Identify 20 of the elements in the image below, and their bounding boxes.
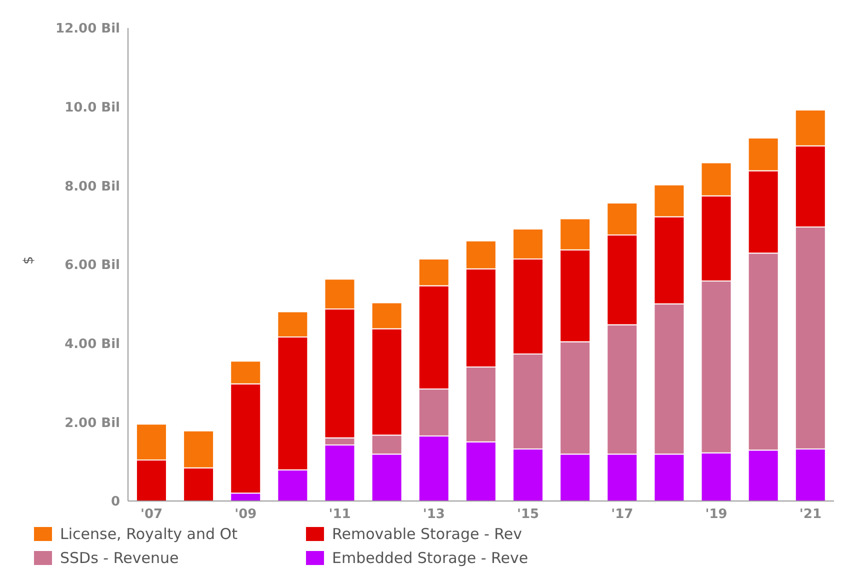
x-tick-label: '17	[611, 507, 634, 522]
legend-label: SSDs - Revenue	[60, 549, 179, 567]
legend-label: Embedded Storage - Reve	[332, 549, 528, 567]
y-tick-label: 4.00 Bil	[64, 336, 120, 352]
x-tick-label: '13	[422, 507, 445, 522]
x-tick-label: '21	[799, 507, 822, 522]
y-tick-label: 8.00 Bil	[64, 179, 120, 194]
y-tick-label: 12.00 Bil	[56, 22, 120, 37]
y-axis-title: $	[22, 256, 37, 264]
y-tick-label: 10.0 Bil	[64, 100, 120, 116]
legend-label: License, Royalty and Ot	[60, 525, 238, 543]
x-tick-label: '15	[517, 507, 540, 522]
legend-label: Removable Storage - Rev	[332, 525, 522, 543]
x-tick-label: '07	[140, 507, 163, 522]
y-tick-label: 6.00 Bil	[64, 258, 120, 274]
y-tick-label: 0	[110, 494, 120, 510]
x-tick-label: '11	[328, 507, 351, 522]
x-tick-label: '19	[705, 507, 728, 522]
x-tick-label: '09	[234, 507, 257, 522]
y-tick-label: 2.00 Bil	[64, 416, 120, 431]
